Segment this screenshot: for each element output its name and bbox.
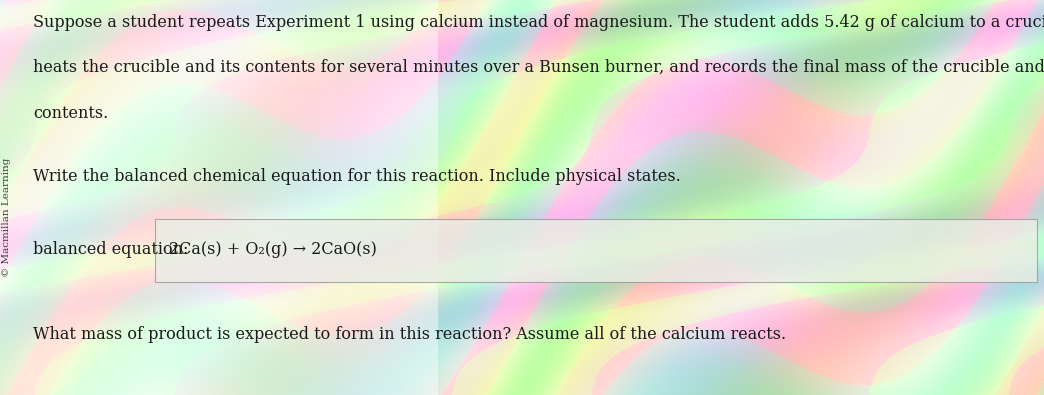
Text: balanced equation:: balanced equation:	[33, 241, 189, 258]
FancyBboxPatch shape	[155, 219, 1037, 282]
Text: 2Ca(s) + O₂(g) → 2CaO(s): 2Ca(s) + O₂(g) → 2CaO(s)	[169, 241, 377, 258]
Bar	[0, 0, 438, 395]
Text: What mass of product is expected to form in this reaction? Assume all of the cal: What mass of product is expected to form…	[33, 326, 786, 343]
Text: © Macmillan Learning: © Macmillan Learning	[2, 158, 10, 277]
Text: contents.: contents.	[33, 105, 109, 122]
Text: Suppose a student repeats Experiment 1 using calcium instead of magnesium. The s: Suppose a student repeats Experiment 1 u…	[33, 14, 1044, 31]
Text: heats the crucible and its contents for several minutes over a Bunsen burner, an: heats the crucible and its contents for …	[33, 59, 1044, 76]
Text: Write the balanced chemical equation for this reaction. Include physical states.: Write the balanced chemical equation for…	[33, 168, 681, 185]
